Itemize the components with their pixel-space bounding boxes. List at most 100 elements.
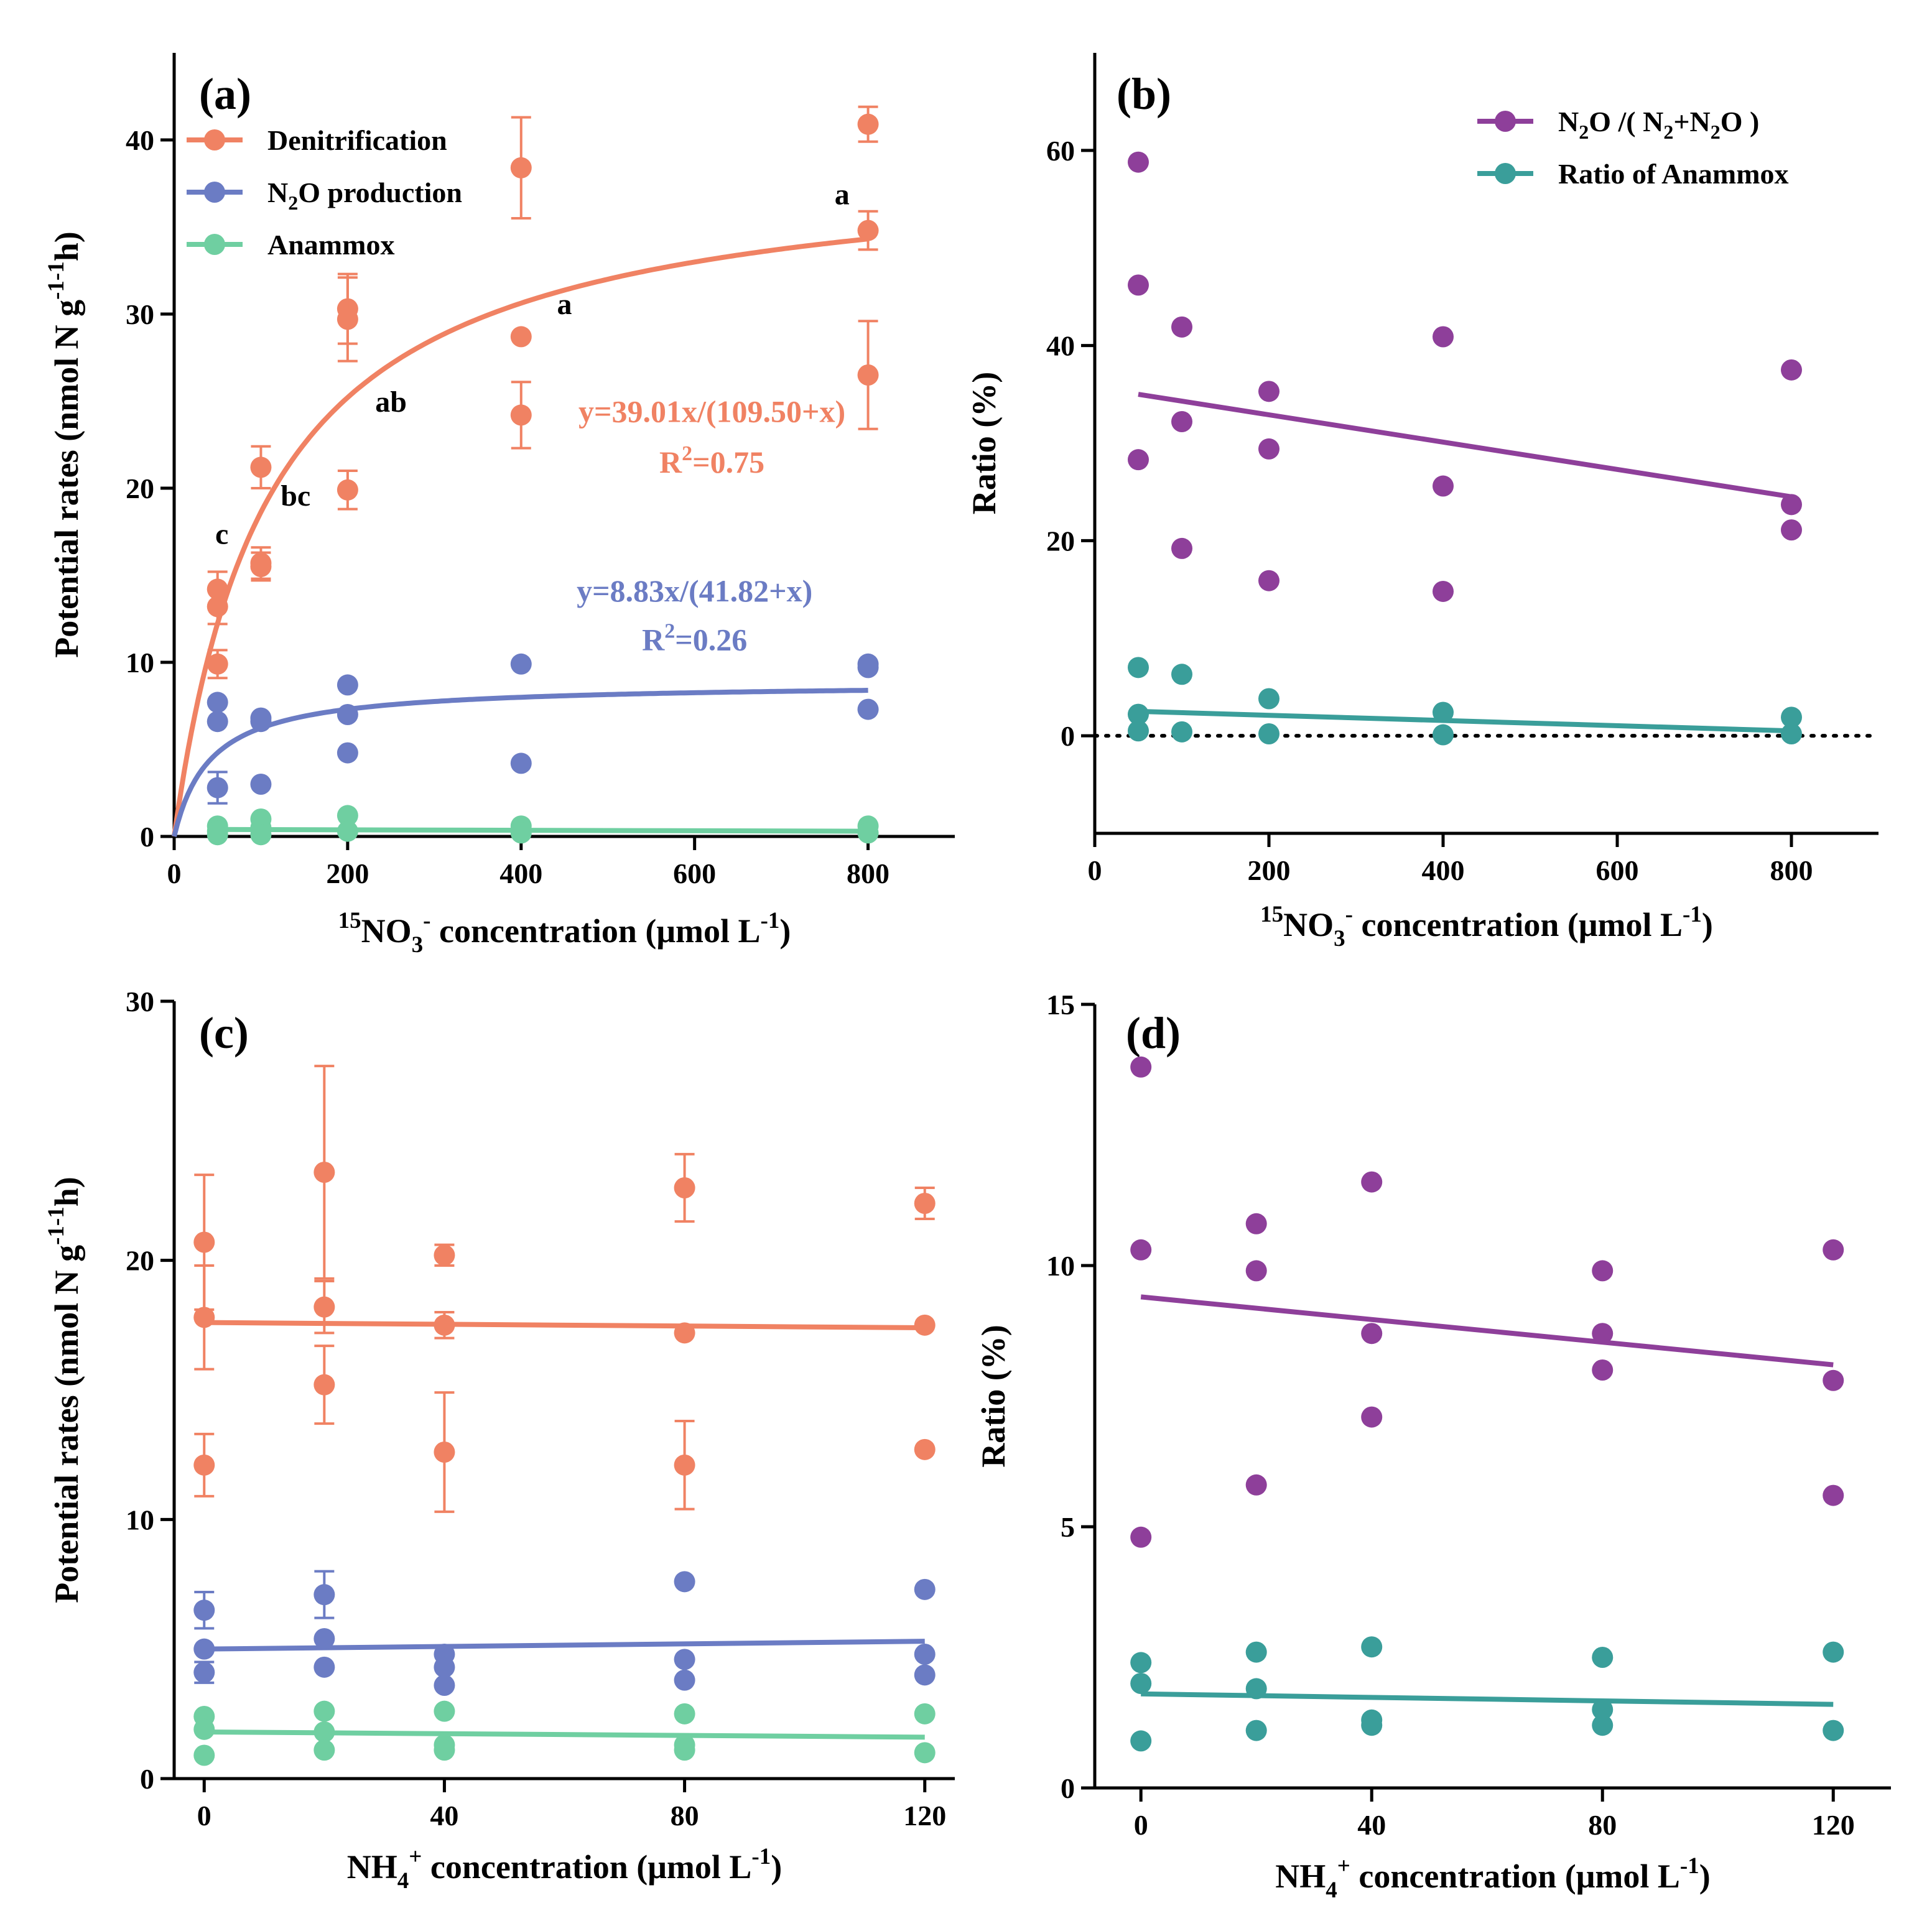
y-tick-label: 10	[126, 1504, 154, 1535]
point-n2o_ratio	[1171, 537, 1192, 559]
panel-label: (b)	[1117, 69, 1171, 119]
point-n2o_ratio	[1592, 1359, 1614, 1381]
point-anammox_ratio	[1361, 1715, 1383, 1736]
point-n2o_production	[914, 1578, 936, 1600]
point-anammox	[313, 1739, 335, 1761]
fit-line-anammox	[204, 1729, 925, 1740]
point-anammox	[674, 1739, 695, 1761]
point-n2o_production	[434, 1656, 455, 1678]
x-tick-label: 0	[197, 1800, 211, 1831]
point-n2o_ratio	[1245, 1213, 1267, 1234]
point-anammox	[434, 1700, 455, 1722]
point-anammox	[250, 824, 272, 846]
point-n2o_ratio	[1781, 494, 1802, 516]
point-anammox_ratio	[1128, 657, 1149, 678]
point-anammox_ratio	[1245, 1641, 1267, 1663]
point-n2o_ratio	[1433, 475, 1454, 497]
point-anammox_ratio	[1592, 1647, 1614, 1668]
x-tick-label: 600	[1596, 854, 1639, 886]
significance-letter: a	[835, 178, 850, 211]
point-n2o_production	[207, 692, 228, 713]
fit-line-anammox_ratio	[1141, 1691, 1834, 1707]
x-tick-label: 400	[499, 858, 542, 889]
x-tick-label: 800	[1770, 854, 1813, 886]
point-anammox_ratio	[1245, 1720, 1267, 1741]
y-tick-label: 15	[1046, 989, 1075, 1021]
point-n2o_ratio	[1130, 1526, 1152, 1548]
point-n2o_production	[510, 653, 532, 675]
point-denitrification	[193, 1231, 215, 1253]
point-anammox_ratio	[1258, 723, 1279, 744]
point-anammox	[207, 824, 228, 846]
x-axis-title: 15NO3- concentration (μmol L-1)	[338, 908, 791, 958]
point-anammox_ratio	[1130, 1652, 1152, 1674]
y-tick-label: 30	[126, 986, 154, 1017]
point-anammox_ratio	[1171, 664, 1192, 685]
point-anammox	[313, 1721, 335, 1743]
point-anammox	[914, 1703, 936, 1725]
point-anammox_ratio	[1130, 1730, 1152, 1752]
point-n2o_ratio	[1592, 1260, 1614, 1282]
point-n2o_ratio	[1258, 438, 1279, 460]
point-anammox_ratio	[1592, 1715, 1614, 1736]
point-n2o_production	[337, 742, 358, 764]
fit-curve-denitrification	[172, 236, 869, 837]
legend-marker	[204, 129, 225, 150]
point-denitrification	[193, 1307, 215, 1328]
significance-letter: bc	[281, 479, 310, 512]
significance-letter: c	[215, 518, 228, 551]
fit-line-n2o_ratio	[1138, 392, 1792, 499]
panel-c: 0 10 20 30 0 40 80 120 NH4+ concentration (μmol …	[44, 986, 955, 1894]
point-n2o_ratio	[1823, 1239, 1844, 1261]
point-n2o_production	[337, 704, 358, 725]
x-tick-label: 600	[673, 858, 716, 889]
point-denitrification	[857, 364, 879, 386]
point-n2o_ratio	[1130, 1239, 1152, 1261]
point-anammox_ratio	[1781, 723, 1802, 744]
legend-marker	[1495, 163, 1516, 184]
y-axis-title: Potential rates (nmol N g-1-1h)	[44, 231, 85, 658]
point-anammox	[313, 1700, 335, 1722]
x-axis-title: NH4+ concentration (μmol L-1)	[347, 1844, 782, 1894]
point-denitrification	[510, 326, 532, 348]
point-n2o_production	[674, 1571, 695, 1593]
significance-letter: ab	[375, 386, 407, 419]
point-n2o_ratio	[1781, 519, 1802, 541]
y-axis-title: Potential rates (nmol N g-1-1h)	[44, 1177, 85, 1603]
significance-letter: a	[557, 288, 572, 321]
x-tick-label: 80	[671, 1800, 699, 1831]
point-n2o_production	[674, 1669, 695, 1691]
point-denitrification	[337, 479, 358, 501]
x-tick-label: 120	[1812, 1809, 1855, 1841]
point-n2o_production	[193, 1638, 215, 1660]
legend: Denitrification N2O production Anammox	[187, 124, 462, 261]
point-anammox_ratio	[1128, 720, 1149, 742]
point-anammox_ratio	[1592, 1699, 1614, 1720]
point-n2o_production	[857, 698, 879, 720]
point-anammox_ratio	[1171, 721, 1192, 743]
point-denitrification	[510, 404, 532, 426]
y-axis-title: Ratio (%)	[965, 372, 1003, 514]
fit-curve-n2o_production	[172, 688, 868, 838]
point-anammox	[337, 820, 358, 842]
point-n2o_production	[250, 774, 272, 795]
x-tick-label: 120	[903, 1800, 946, 1831]
fit-line-anammox	[217, 826, 868, 834]
x-tick-label: 80	[1588, 1809, 1617, 1841]
panel-label: (a)	[199, 69, 251, 119]
point-anammox	[674, 1703, 695, 1725]
y-tick-label: 20	[126, 473, 154, 504]
point-n2o_production	[313, 1584, 335, 1606]
point-n2o_ratio	[1823, 1369, 1844, 1391]
legend-marker	[1495, 111, 1516, 132]
point-denitrification	[250, 456, 272, 478]
point-denitrification	[914, 1193, 936, 1214]
x-tick-label: 0	[167, 858, 182, 889]
x-tick-label: 40	[430, 1800, 458, 1831]
legend-marker	[204, 182, 225, 203]
point-n2o_ratio	[1592, 1323, 1614, 1345]
point-denitrification	[914, 1438, 936, 1460]
y-axis-title: Ratio (%)	[975, 1325, 1012, 1467]
